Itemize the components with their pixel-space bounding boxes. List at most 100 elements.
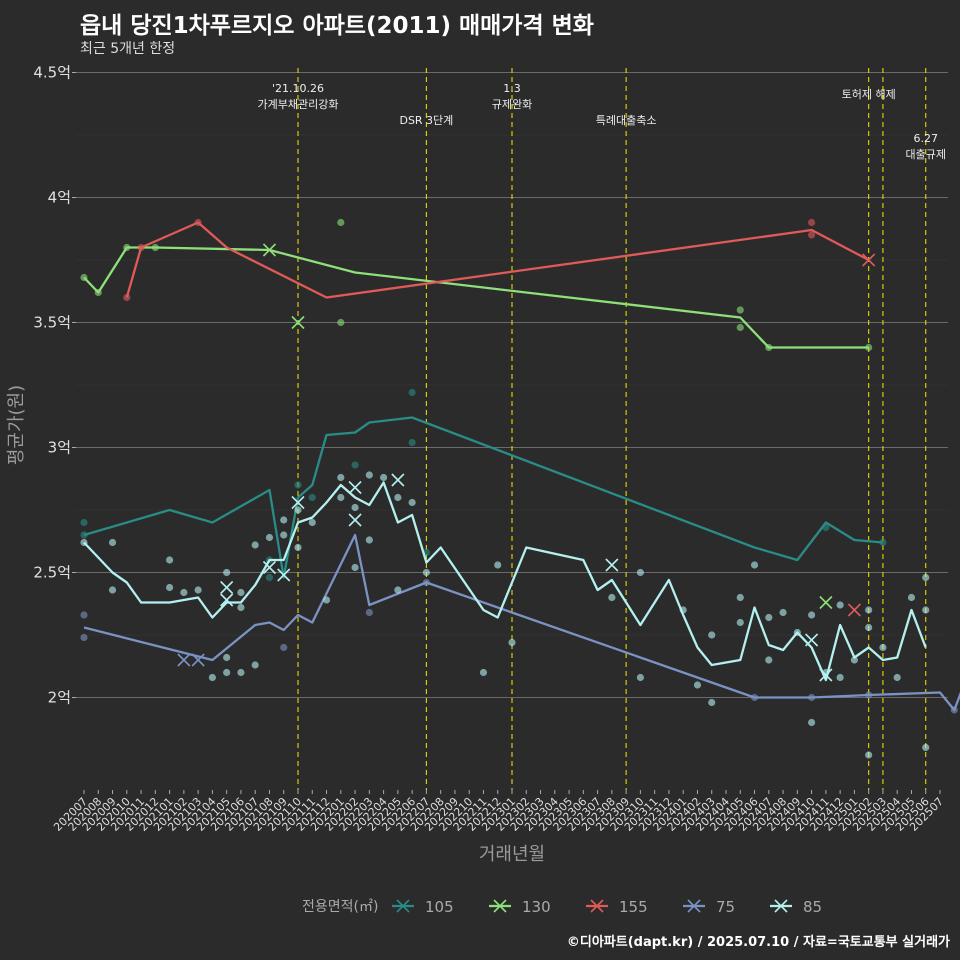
data-point-85: [865, 606, 873, 614]
x-mark-75-stroke: [191, 653, 205, 667]
x-mark-85: [277, 568, 291, 582]
data-point-85: [422, 568, 430, 577]
data-point-85: [223, 653, 231, 662]
x-mark-85-stroke: [262, 560, 277, 575]
x-axis-title: 거래년월: [479, 844, 545, 865]
x-mark-85-stroke: [819, 668, 833, 682]
x-mark-85-stroke: [220, 593, 234, 607]
legend-x: [493, 899, 507, 913]
data-point-105: [80, 518, 88, 527]
data-point-85: [408, 498, 416, 507]
x-mark-85: [291, 495, 305, 510]
data-point-85: [251, 541, 259, 549]
data-point-85: [836, 601, 844, 609]
x-mark-85: [262, 560, 277, 575]
data-point-105: [408, 438, 416, 447]
data-point-85: [736, 593, 744, 602]
x-mark-85-stroke: [220, 580, 234, 595]
data-point-85: [394, 586, 402, 594]
chart-subtitle: 최근 5개년 한정: [80, 41, 176, 57]
series-line-155: [125, 221, 870, 299]
x-mark-85: [220, 580, 234, 595]
data-point-85: [308, 518, 316, 527]
data-point-155: [808, 231, 816, 239]
data-point-85: [194, 586, 202, 594]
data-point-85: [237, 588, 245, 597]
x-mark-155: [847, 603, 861, 617]
data-point-105: [351, 461, 359, 469]
legend-item-155: 155: [586, 898, 648, 916]
data-point-105: [308, 493, 316, 502]
x-mark-85-stroke: [348, 513, 362, 527]
data-point-85: [808, 718, 816, 727]
data-point-85: [223, 668, 231, 677]
data-point-105: [265, 573, 274, 582]
data-point-85: [337, 493, 345, 502]
data-point-85: [280, 531, 288, 539]
y-axis-title: 평균가(원): [6, 385, 27, 465]
series-line-105: [83, 416, 884, 579]
series-line-75: [83, 533, 960, 712]
legend-title: 전용면적(㎡): [302, 899, 378, 915]
x-mark-75: [191, 653, 205, 667]
event-label: 대출규제: [905, 148, 945, 161]
legend-item-75: 75: [683, 898, 735, 916]
event-label: 규제완화: [492, 98, 532, 111]
data-point-85: [208, 673, 216, 682]
legend-label: 105: [425, 898, 454, 916]
x-mark-85: [220, 593, 234, 607]
event-label: 6.27: [913, 132, 938, 145]
data-point-85: [865, 623, 873, 632]
data-point-75: [365, 608, 373, 617]
data-point-105: [294, 481, 302, 489]
data-point-85: [280, 516, 288, 524]
legend-item-105: 105: [392, 898, 454, 916]
x-mark-85-stroke: [805, 633, 819, 647]
data-point-85: [508, 638, 516, 647]
data-point-130: [736, 306, 744, 314]
x-mark-130: [819, 595, 833, 610]
data-point-85: [294, 543, 302, 552]
data-point-85: [907, 593, 916, 602]
x-mark-130-stroke: [819, 595, 833, 610]
data-point-85: [922, 573, 930, 582]
data-point-85: [922, 606, 930, 614]
event-label: 특례대출축소: [596, 114, 657, 127]
data-point-85: [265, 533, 274, 542]
legend-x: [774, 899, 788, 913]
y-tick-label: 3.5억: [33, 314, 71, 332]
data-point-85: [237, 668, 245, 677]
y-tick-label: 2억: [48, 689, 71, 707]
data-point-85: [608, 593, 616, 602]
legend-x: [590, 899, 604, 913]
x-mark-85: [348, 480, 362, 495]
data-point-85: [836, 673, 844, 682]
data-point-85: [708, 631, 716, 639]
y-tick-label: 4.5억: [33, 64, 71, 82]
legend-item-85: 85: [770, 898, 822, 916]
x-mark-155-stroke: [862, 253, 876, 267]
data-point-85: [251, 661, 259, 669]
legend-label: 130: [522, 898, 551, 916]
x-mark-85: [391, 473, 405, 487]
data-point-85: [636, 673, 645, 682]
data-point-85: [879, 643, 887, 652]
data-point-85: [394, 493, 402, 502]
y-tick-label: 3억: [48, 439, 71, 457]
legend-x: [396, 899, 410, 913]
source-caption: ©디아파트(dapt.kr) / 2025.07.10 / 자료=국토교통부 실…: [566, 935, 950, 950]
x-mark-85: [819, 668, 833, 682]
data-point-85: [494, 561, 502, 569]
y-tick-label: 4억: [48, 189, 71, 207]
data-point-85: [750, 561, 759, 569]
data-point-85: [708, 698, 716, 707]
legend-label: 75: [716, 898, 735, 916]
data-point-85: [765, 656, 773, 664]
data-point-105: [408, 388, 416, 397]
data-point-85: [736, 618, 744, 627]
data-point-85: [294, 506, 302, 514]
data-point-85: [237, 603, 245, 612]
x-mark-85-stroke: [291, 495, 305, 510]
event-label: 1.3: [503, 82, 521, 95]
x-mark-130: [291, 315, 305, 330]
